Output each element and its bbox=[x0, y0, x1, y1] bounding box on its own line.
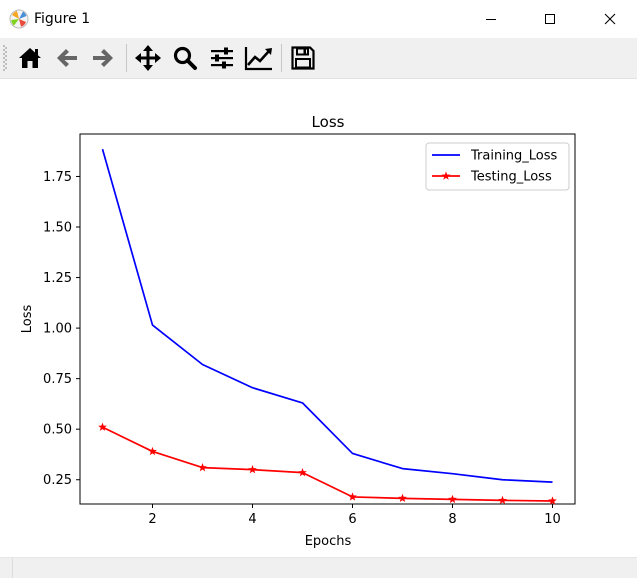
y-tick-label: 0.75 bbox=[43, 372, 72, 387]
arrow-right-icon bbox=[93, 49, 113, 67]
figure-canvas[interactable]: Loss 2 4 6 8 10 0.25 0.50 0.75 1.00 1.25 1.50 1.75… bbox=[0, 79, 637, 557]
maximize-icon bbox=[545, 14, 555, 24]
testing-loss-point bbox=[298, 468, 307, 477]
x-tick-label: 4 bbox=[248, 512, 256, 527]
testing-loss-point bbox=[398, 493, 407, 503]
matplotlib-logo-icon bbox=[9, 9, 29, 29]
sliders-icon bbox=[211, 47, 233, 69]
window-title: Figure 1 bbox=[34, 11, 91, 27]
arrow-left-icon bbox=[57, 49, 77, 67]
y-axis: 0.25 0.50 0.75 1.00 1.25 1.50 1.75 bbox=[43, 170, 80, 488]
legend-box bbox=[425, 142, 570, 191]
back-button[interactable] bbox=[51, 42, 83, 74]
zoom-button[interactable] bbox=[169, 42, 201, 74]
testing-loss-point bbox=[348, 492, 357, 501]
testing-loss-point bbox=[548, 496, 557, 505]
line-chart-icon bbox=[244, 47, 272, 71]
testing-loss-point bbox=[198, 463, 207, 472]
axes-frame[interactable] bbox=[79, 133, 576, 505]
x-tick-label: 8 bbox=[448, 512, 456, 527]
testing-loss-point bbox=[248, 465, 257, 474]
toolbar-separator bbox=[126, 44, 127, 72]
y-tick-label: 1.50 bbox=[43, 221, 72, 236]
navigation-toolbar bbox=[0, 38, 637, 79]
testing-loss-line bbox=[102, 426, 553, 502]
forward-button[interactable] bbox=[87, 42, 119, 74]
minimize-button[interactable] bbox=[468, 0, 514, 38]
home-icon bbox=[19, 48, 41, 68]
title-bar: Figure 1 bbox=[0, 0, 637, 38]
maximize-button[interactable] bbox=[527, 0, 573, 38]
y-tick-label: 0.50 bbox=[43, 423, 72, 438]
y-axis-label: Loss bbox=[20, 305, 35, 334]
toolbar-grip-icon[interactable] bbox=[3, 44, 7, 72]
chart-title: Loss bbox=[312, 113, 345, 131]
x-axis: 2 4 6 8 10 bbox=[148, 504, 561, 527]
series-group bbox=[98, 148, 557, 505]
testing-loss-point bbox=[448, 494, 457, 504]
save-button[interactable] bbox=[287, 42, 319, 74]
x-tick-label: 10 bbox=[544, 512, 561, 527]
legend-training-label: Training_Loss bbox=[470, 149, 558, 164]
testing-loss-point bbox=[98, 422, 107, 431]
pan-button[interactable] bbox=[132, 42, 164, 74]
legend-testing-marker bbox=[441, 171, 451, 180]
close-button[interactable] bbox=[587, 0, 633, 38]
y-tick-label: 0.25 bbox=[43, 473, 72, 488]
testing-loss-point bbox=[498, 495, 507, 505]
x-tick-label: 6 bbox=[348, 512, 356, 527]
floppy-disk-icon bbox=[291, 46, 315, 70]
y-tick-label: 1.75 bbox=[43, 170, 72, 185]
x-tick-label: 2 bbox=[148, 512, 156, 527]
testing-loss-point bbox=[148, 446, 157, 456]
y-tick-label: 1.00 bbox=[43, 322, 72, 337]
y-tick-label: 1.25 bbox=[43, 271, 72, 286]
training-loss-line bbox=[101, 148, 553, 484]
minimize-icon bbox=[486, 19, 496, 20]
configure-subplots-button[interactable] bbox=[206, 42, 238, 74]
x-axis-label: Epochs bbox=[305, 534, 352, 549]
magnifier-icon bbox=[173, 46, 197, 70]
toolbar-separator bbox=[281, 44, 282, 72]
edit-axis-button[interactable] bbox=[243, 42, 275, 74]
status-message bbox=[12, 558, 633, 578]
legend: Training_Loss Testing_Loss bbox=[425, 142, 570, 191]
loss-chart[interactable]: Loss 2 4 6 8 10 0.25 0.50 0.75 1.00 1.25 1.50 1.75… bbox=[0, 79, 637, 557]
home-button[interactable] bbox=[14, 42, 46, 74]
status-bar bbox=[0, 557, 637, 578]
move-arrows-icon bbox=[135, 45, 161, 71]
legend-testing-label: Testing_Loss bbox=[470, 170, 552, 185]
close-icon bbox=[604, 13, 616, 25]
